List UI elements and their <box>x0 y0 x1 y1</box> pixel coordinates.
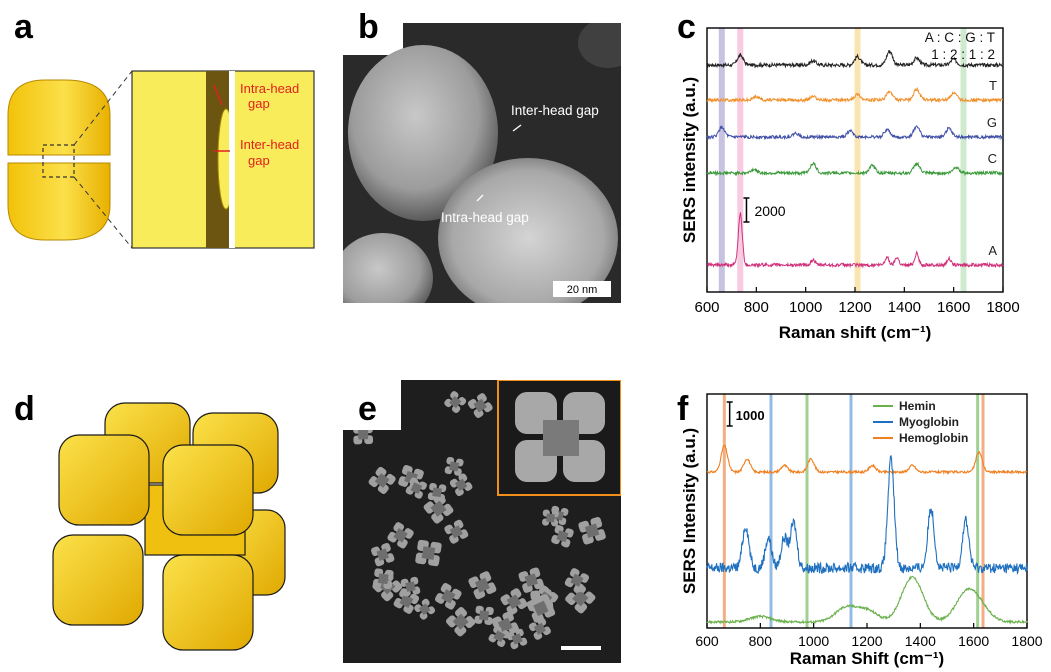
c-series-1 <box>706 86 1004 104</box>
f-xtick-2: 1000 <box>798 633 829 649</box>
c-series-label-1: T <box>989 78 997 93</box>
f-scalebar-label: 1000 <box>736 408 765 423</box>
nanoparticle <box>488 625 511 648</box>
c-band-2 <box>854 28 861 292</box>
c-xtick-4: 1400 <box>888 299 921 316</box>
nanoparticle <box>449 473 473 497</box>
nanoparticle <box>467 393 493 418</box>
chart-c: T G C A A : C : G : T 1 : 2 : 1 : 2 2000 600 800… <box>680 27 1020 342</box>
c-series-label-4: A <box>988 243 997 258</box>
intra-label-1: Intra-head <box>240 81 299 96</box>
f-line-2 <box>805 394 809 628</box>
f-legend-label-1: Myoglobin <box>899 415 959 429</box>
intra-label-2: gap <box>248 96 270 111</box>
nanoparticle <box>578 517 606 545</box>
chart-f: Hemin Myoglobin Hemoglobin 1000 600 800 1000 12… <box>680 393 1043 668</box>
inter-label-2: gap <box>248 153 270 168</box>
panel-e-letter: e <box>358 390 377 428</box>
panel-a-letter: a <box>14 8 33 46</box>
nanoparticle <box>526 594 556 623</box>
nanoparticle <box>368 466 396 495</box>
nanoparticle <box>387 522 414 549</box>
nanoparticle <box>414 598 436 620</box>
f-series-2 <box>706 575 1028 625</box>
c-xtick-2: 1000 <box>789 299 822 316</box>
panel-b-micrograph: Inter-head gap Intra-head gap 20 nm <box>343 23 621 303</box>
c-series-0 <box>706 49 1003 69</box>
nanoparticle <box>371 542 395 567</box>
nanoparticle <box>446 607 476 637</box>
f-legend-label-2: Hemoglobin <box>899 431 968 445</box>
c-series-label-2: G <box>987 115 997 130</box>
c-scalebar-label: 2000 <box>754 203 785 219</box>
c-xlabel: Raman shift (cm⁻¹) <box>779 323 932 342</box>
f-series-1 <box>706 454 1028 576</box>
panel-e-micrograph <box>343 380 621 663</box>
c-band-0 <box>718 28 725 292</box>
nanoparticle <box>444 519 469 544</box>
f-line-5 <box>981 394 985 628</box>
f-xlabel: Raman Shift (cm⁻¹) <box>790 649 944 668</box>
f-ylabel: SERS Intensity (a.u.) <box>680 428 699 594</box>
nanoparticle <box>415 539 442 567</box>
nanoparticle <box>551 524 574 548</box>
c-series-label-3: C <box>988 151 997 166</box>
inter-gap-label: Inter-head gap <box>511 103 599 118</box>
nanoparticle <box>528 617 551 640</box>
c-series-2 <box>706 125 1004 141</box>
f-xtick-3: 1200 <box>851 633 882 649</box>
f-xtick-6: 1800 <box>1011 633 1042 649</box>
c-xtick-6: 1800 <box>986 299 1019 316</box>
nanoparticle <box>468 571 497 600</box>
f-line-1 <box>769 394 773 628</box>
panel-d-nanocube <box>52 402 286 651</box>
c-series-4 <box>706 212 1004 269</box>
nanoparticle <box>542 509 559 527</box>
f-line-3 <box>849 394 853 628</box>
panel-a-schematic: Intra-head gap Inter-head gap <box>7 70 315 249</box>
c-xtick-0: 600 <box>694 299 719 316</box>
c-ylabel: SERS intensity (a.u.) <box>680 77 699 243</box>
c-series-3 <box>706 161 1004 177</box>
panel-f-letter: f <box>677 390 689 428</box>
f-line-4 <box>976 394 980 628</box>
f-xtick-1: 800 <box>749 633 773 649</box>
f-xtick-0: 600 <box>695 633 719 649</box>
panel-b-letter: b <box>358 8 379 46</box>
nanoparticle <box>400 576 421 597</box>
f-xtick-4: 1400 <box>905 633 936 649</box>
f-xtick-5: 1600 <box>958 633 989 649</box>
inter-label-1: Inter-head <box>240 137 299 152</box>
c-xtick-1: 800 <box>744 299 769 316</box>
nanoparticle <box>427 483 447 502</box>
nanoparticle <box>372 568 394 590</box>
panel-c-letter: c <box>677 8 696 46</box>
nanoparticle <box>506 628 528 650</box>
c-band-1 <box>737 28 744 292</box>
c-ratio-1: 1 : 2 : 1 : 2 <box>931 47 995 62</box>
f-series-0 <box>706 444 1028 476</box>
f-legend-label-0: Hemin <box>899 399 936 413</box>
c-xtick-5: 1600 <box>937 299 970 316</box>
nanoparticle <box>405 477 427 499</box>
panel-d-letter: d <box>14 390 35 428</box>
nanoparticle <box>474 605 494 626</box>
intra-gap-label: Intra-head gap <box>441 210 529 225</box>
c-band-3 <box>960 28 967 292</box>
f-line-0 <box>722 394 726 628</box>
nanoparticle <box>444 391 467 413</box>
c-ratio-0: A : C : G : T <box>925 30 995 45</box>
nanoparticle <box>500 588 528 616</box>
nanoparticle <box>434 583 462 610</box>
c-xtick-3: 1200 <box>838 299 871 316</box>
nanoparticle <box>444 456 464 476</box>
nanoparticle <box>564 568 590 593</box>
scale-bar-label: 20 nm <box>567 284 598 296</box>
